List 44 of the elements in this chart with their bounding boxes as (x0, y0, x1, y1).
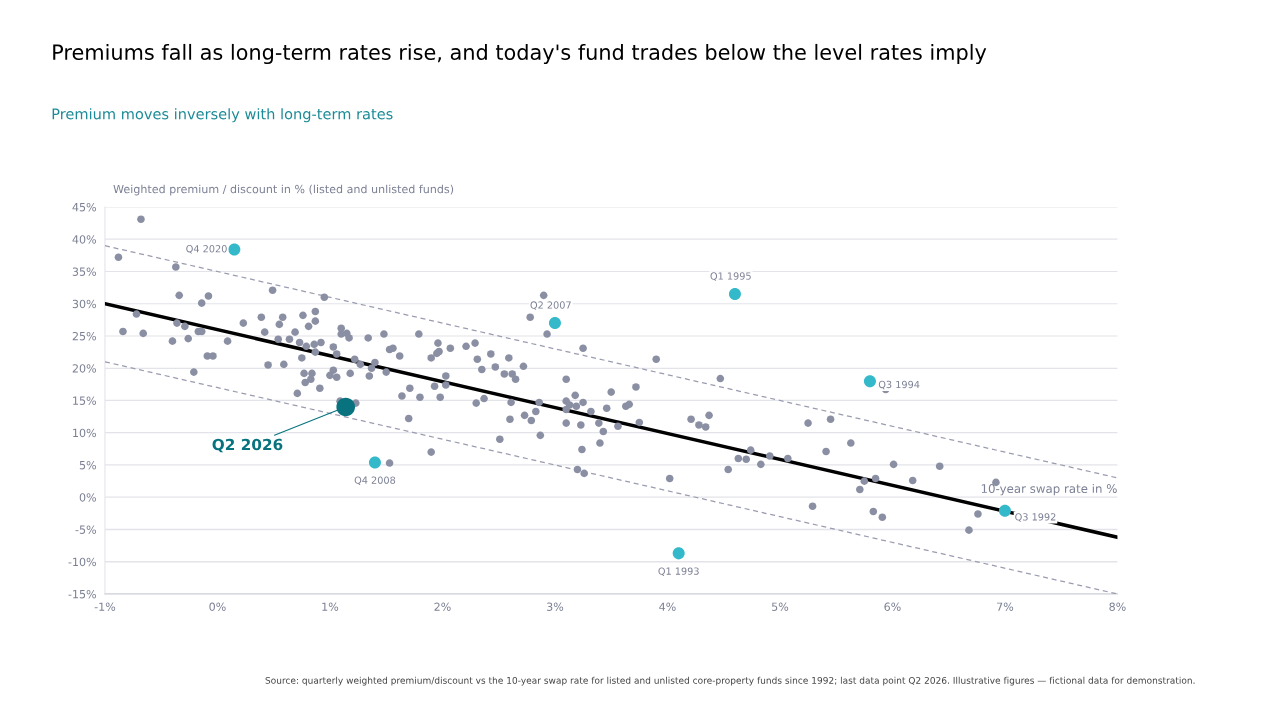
y-tick-label: -10% (68, 557, 97, 567)
point (368, 456, 381, 469)
y-tick-label: 45% (72, 202, 97, 212)
x-tick-label: 5% (771, 602, 789, 611)
x-tick-label: 0% (209, 602, 226, 611)
x-tick-label: 1% (322, 602, 339, 611)
point (672, 547, 685, 560)
y-tick-label: 15% (73, 396, 97, 405)
point (548, 317, 561, 330)
x-tick-label: 4% (659, 602, 676, 611)
x-tick-label: 8% (1109, 602, 1126, 611)
annotation: Q4 2020 (186, 245, 227, 254)
y-tick-label: 25% (72, 331, 97, 341)
chart-title: Premiums fall as long-term rates rise, and today's fund trades below the level rates imply (53, 43, 987, 65)
y-tick-label: -15% (68, 589, 97, 599)
x-tick-label: 3% (546, 602, 564, 611)
point (998, 504, 1011, 517)
x-tick-label: 7% (997, 602, 1014, 611)
point (863, 375, 876, 388)
y-tick-label: 35% (72, 267, 97, 276)
annotation: Q3 1992 (1015, 513, 1056, 522)
annotation: Q2 2026 (212, 438, 283, 453)
x-tick-label: 6% (884, 602, 901, 611)
chart-subtitle: Premium moves inversely with long-term rates (52, 108, 393, 123)
y-tick-label: 0% (79, 493, 97, 502)
point (336, 397, 356, 417)
y-axis-title: Weighted premium / discount in % (listed and unlisted funds) (113, 184, 454, 196)
source-note: Source: quarterly weighted premium/discount vs the 10-year swap rate for listed and unlisted core-property funds since 1992; last data point Q2 2026. Illustrative figures — fictional data for demonstration. (265, 676, 1195, 686)
annotation: Q3 1994 (878, 380, 920, 390)
y-tick-label: 5% (79, 460, 97, 470)
point (728, 288, 741, 301)
annotation: Q1 1993 (658, 567, 699, 576)
y-tick-label: 20% (72, 364, 97, 373)
y-tick-label: -5% (75, 525, 97, 534)
point (228, 243, 241, 256)
y-tick-label: 30% (72, 299, 97, 309)
annotation: Q1 1995 (710, 272, 751, 281)
y-tick-label: 40% (72, 235, 97, 244)
x-tick-label: 2% (434, 602, 451, 611)
x-axis-title: 10-year swap rate in % (981, 483, 1117, 496)
annotation: Q2 2007 (530, 301, 571, 310)
annotation: Q4 2008 (354, 476, 396, 485)
x-tick-label: -1% (94, 602, 116, 611)
y-tick-label: 10% (73, 428, 97, 438)
